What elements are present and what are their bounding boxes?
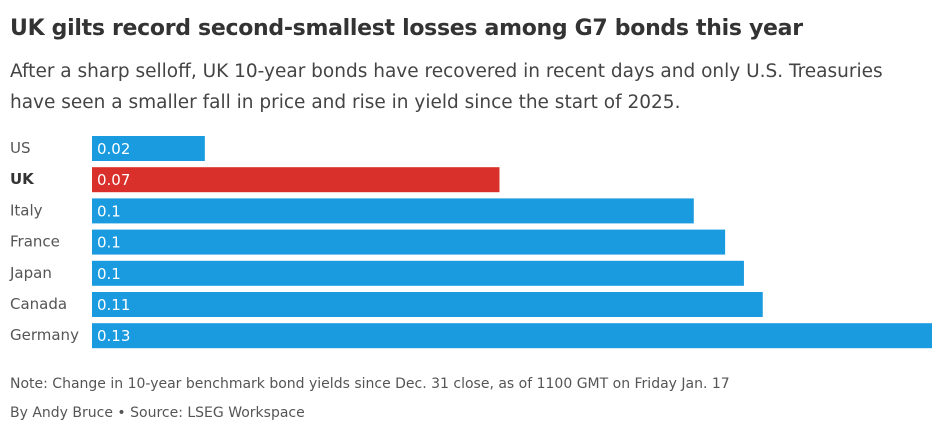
note: Note: Change in 10-year benchmark bond y… xyxy=(10,376,730,392)
category-label: France xyxy=(10,233,60,251)
category-label: Canada xyxy=(10,295,67,313)
category-label: UK xyxy=(10,170,35,188)
bar xyxy=(92,292,763,317)
chart: US 0.02 UK 0.07 Italy 0.1 France 0.1 Japan 0.1 Can… xyxy=(9,136,932,349)
value-label: 0.11 xyxy=(97,296,130,314)
category-label: US xyxy=(10,139,31,157)
bar xyxy=(92,323,932,349)
chart-title: UK gilts record second-smallest losses a… xyxy=(10,16,803,41)
category-label: Japan xyxy=(9,264,52,282)
value-label: 0.1 xyxy=(97,202,121,220)
category-label: Italy xyxy=(10,201,43,219)
value-label: 0.07 xyxy=(97,171,130,189)
bar xyxy=(92,167,500,193)
category-label: Germany xyxy=(10,326,79,344)
bar xyxy=(92,229,726,255)
value-label: 0.1 xyxy=(97,265,121,283)
value-label: 0.1 xyxy=(97,234,121,252)
chart-subtitle: After a sharp selloff, UK 10-year bonds … xyxy=(10,61,883,113)
source: By Andy Bruce • Source: LSEG Workspace xyxy=(10,405,305,421)
bar xyxy=(92,136,205,161)
bar xyxy=(92,260,744,286)
bar xyxy=(92,198,694,224)
value-label: 0.02 xyxy=(97,140,130,158)
value-label: 0.13 xyxy=(97,327,130,345)
